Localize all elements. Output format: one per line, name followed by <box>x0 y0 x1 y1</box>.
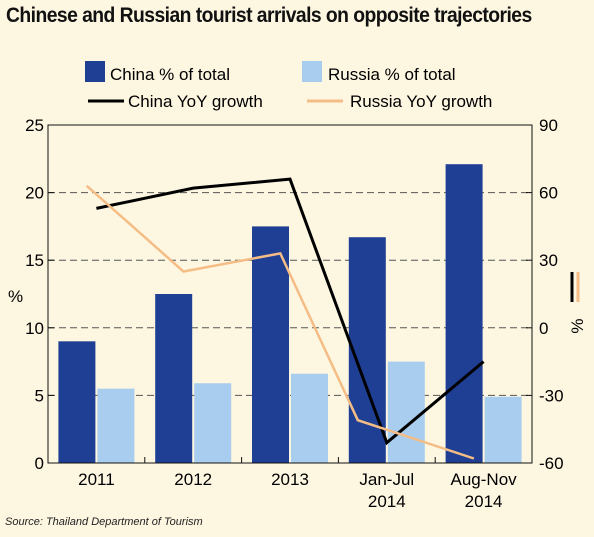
bar-russia <box>291 373 328 463</box>
left-tick-label: 15 <box>25 251 44 270</box>
legend: China % of total Russia % of total China Y… <box>85 61 492 111</box>
right-tick-label: 0 <box>539 319 548 338</box>
legend-swatch <box>302 61 322 82</box>
bar-russia <box>387 361 425 463</box>
legend-swatch <box>85 61 105 82</box>
right-tick-label: -60 <box>539 454 564 473</box>
legend-label: China % of total <box>110 65 230 84</box>
left-tick-label: 10 <box>25 319 44 338</box>
left-tick-label: 0 <box>35 454 44 473</box>
bars <box>58 164 522 463</box>
legend-label: Russia YoY growth <box>350 92 492 111</box>
x-tick-label: 2013 <box>271 470 309 489</box>
bar-russia <box>97 388 135 463</box>
bar-china <box>252 226 289 463</box>
bar-russia <box>194 383 232 463</box>
legend-label: China YoY growth <box>128 92 263 111</box>
source-note: Source: Thailand Department of Tourism <box>5 516 203 528</box>
x-tick-label: 2014 <box>368 492 406 511</box>
left-axis-label: % <box>8 287 23 306</box>
right-tick-label: 60 <box>539 184 558 203</box>
series-line-china-yoy <box>96 177 485 446</box>
right-tick-label: -30 <box>539 386 564 405</box>
x-tick-label: Aug-Nov <box>451 470 518 489</box>
right-tick-label: 30 <box>539 251 558 270</box>
bar-russia <box>484 396 522 463</box>
bar-china <box>445 164 483 463</box>
right-tick-label: 90 <box>539 116 558 135</box>
legend-label: Russia % of total <box>328 65 456 84</box>
x-tick-label: 2011 <box>78 470 115 489</box>
bar-china <box>58 341 96 463</box>
series-line-russia-yoy <box>85 184 475 460</box>
right-axis-label: % <box>568 318 587 333</box>
left-tick-label: 5 <box>35 386 44 405</box>
x-tick-label: Jan-Jul <box>359 470 414 489</box>
series-lines <box>85 177 485 460</box>
chart-title: Chinese and Russian tourist arrivals on … <box>6 4 532 27</box>
bar-china <box>155 294 193 463</box>
x-tick-label: 2014 <box>465 492 503 511</box>
x-tick-label: 2012 <box>174 470 212 489</box>
left-tick-label: 20 <box>25 184 44 203</box>
plot-frame <box>47 124 533 464</box>
left-tick-label: 25 <box>25 116 44 135</box>
axes: 0 5 10 15 20 25 -60 -30 0 30 60 90 2011 2012 2013 Jan-J… <box>8 116 587 511</box>
